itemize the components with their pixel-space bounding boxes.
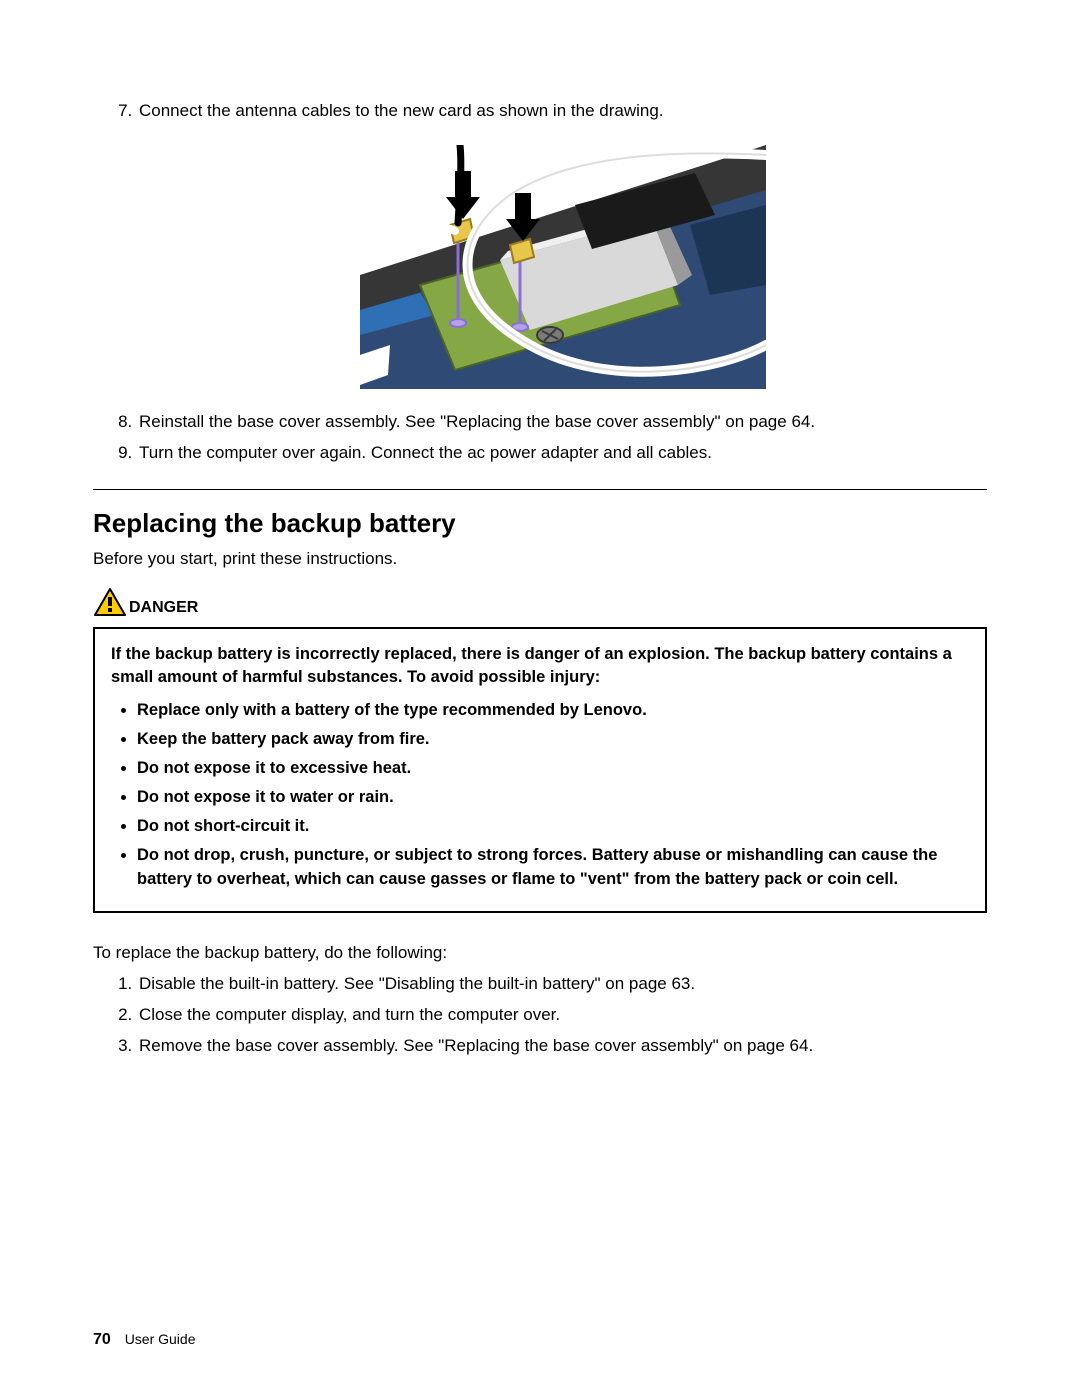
step-text: Disable the built-in battery. See "Disab… [139,974,695,993]
warning-icon [93,587,127,617]
danger-bullet: Do not short-circuit it. [137,815,969,838]
step-text: Reinstall the base cover assembly. See "… [139,412,815,431]
danger-label: DANGER [129,599,198,617]
danger-bullet: Keep the battery pack away from fire. [137,728,969,751]
danger-bullet: Do not expose it to excessive heat. [137,757,969,780]
book-title: User Guide [125,1331,196,1347]
danger-bullet: Do not drop, crush, puncture, or subject… [137,844,969,890]
page-footer: 70 User Guide [93,1331,196,1349]
step-1: Disable the built-in battery. See "Disab… [137,973,987,996]
danger-intro: If the backup battery is incorrectly rep… [111,643,969,689]
step-3: Remove the base cover assembly. See "Rep… [137,1035,987,1058]
step-text: Connect the antenna cables to the new ca… [139,101,664,120]
followup-text: To replace the backup battery, do the fo… [93,943,987,963]
section-intro: Before you start, print these instructio… [93,549,987,569]
page-number: 70 [93,1331,111,1348]
step-9: Turn the computer over again. Connect th… [137,442,987,465]
top-steps-list: Connect the antenna cables to the new ca… [93,100,987,465]
step-text: Remove the base cover assembly. See "Rep… [139,1036,813,1055]
step-7: Connect the antenna cables to the new ca… [137,100,987,389]
section-heading: Replacing the backup battery [93,508,987,539]
step-text: Turn the computer over again. Connect th… [139,443,712,462]
danger-bullet: Do not expose it to water or rain. [137,786,969,809]
bottom-steps-list: Disable the built-in battery. See "Disab… [93,973,987,1058]
danger-box: If the backup battery is incorrectly rep… [93,627,987,913]
antenna-figure [360,145,766,389]
figure-wrap [139,145,987,389]
document-page: Connect the antenna cables to the new ca… [0,0,1080,1397]
step-8: Reinstall the base cover assembly. See "… [137,411,987,434]
section-divider [93,489,987,490]
danger-header: DANGER [93,587,987,617]
step-text: Close the computer display, and turn the… [139,1005,560,1024]
step-2: Close the computer display, and turn the… [137,1004,987,1027]
danger-bullet-list: Replace only with a battery of the type … [111,699,969,891]
danger-bullet: Replace only with a battery of the type … [137,699,969,722]
